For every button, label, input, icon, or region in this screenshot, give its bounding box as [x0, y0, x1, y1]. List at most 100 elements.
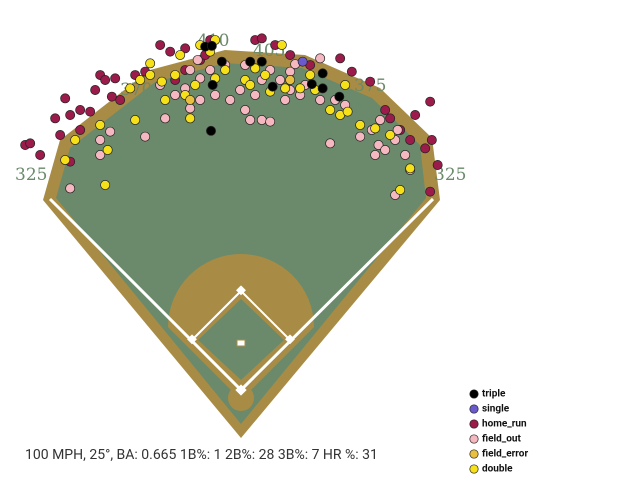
hit-point	[340, 80, 351, 90]
hit-point	[110, 73, 121, 84]
hit-point	[295, 83, 306, 94]
hit-point	[250, 63, 261, 74]
hit-point	[100, 75, 111, 85]
hit-point	[240, 105, 251, 115]
hit-point	[425, 186, 436, 197]
hit-point	[392, 125, 403, 135]
wall-label: 325	[434, 165, 466, 185]
hit-point	[315, 95, 326, 105]
hit-point	[267, 81, 278, 92]
hit-point	[105, 126, 116, 137]
hit-point	[260, 70, 271, 80]
hit-point	[140, 131, 151, 142]
hit-point	[355, 131, 366, 142]
hit-point	[100, 180, 111, 190]
hit-point	[306, 79, 317, 90]
foul-line	[48, 197, 243, 392]
hit-point	[325, 138, 336, 149]
hit-point	[426, 135, 437, 145]
hit-point	[405, 163, 416, 174]
home-circle	[228, 385, 254, 411]
hit-point	[185, 95, 196, 105]
hit-point	[280, 83, 291, 94]
field	[43, 50, 440, 438]
legend-marker	[469, 449, 479, 459]
hit-point	[90, 85, 101, 95]
hit-point	[432, 160, 443, 170]
hit-point	[334, 91, 345, 102]
hit-point	[206, 40, 217, 51]
hit-point	[50, 113, 61, 124]
base	[285, 334, 295, 345]
hit-point	[165, 46, 176, 57]
hit-point	[25, 138, 36, 149]
hit-point	[195, 73, 206, 84]
hit-point	[135, 75, 146, 85]
legend-label: field_out	[482, 434, 521, 445]
hit-point	[70, 135, 81, 145]
hit-point	[425, 96, 436, 107]
hit-point	[315, 53, 326, 64]
foul-line	[239, 197, 435, 392]
hit-point	[155, 40, 166, 50]
hit-point	[55, 130, 66, 140]
hit-point	[275, 75, 286, 85]
hit-point	[245, 80, 256, 90]
hit-point	[380, 145, 391, 155]
hit-point	[102, 145, 113, 155]
hit-point	[380, 105, 391, 115]
hit-point	[342, 106, 353, 117]
legend-marker	[469, 404, 479, 414]
hit-point	[346, 66, 357, 77]
hit-point	[335, 53, 346, 64]
hit-point	[75, 125, 86, 135]
hit-point	[216, 56, 227, 67]
hit-point	[125, 83, 136, 94]
hit-point	[180, 43, 191, 54]
hit-point	[276, 40, 287, 50]
points	[20, 33, 443, 200]
hit-point	[206, 125, 216, 136]
hit-point	[395, 185, 406, 195]
hit-point	[115, 95, 126, 105]
hit-point	[95, 120, 106, 130]
hit-point	[225, 95, 236, 105]
base	[236, 285, 246, 296]
hit-point	[35, 150, 46, 160]
hit-point	[245, 56, 256, 67]
hit-point	[245, 115, 256, 125]
hit-point	[256, 115, 267, 125]
wall-label: 325	[15, 165, 47, 185]
legend-label: double	[482, 464, 513, 475]
hit-point	[400, 150, 411, 160]
base-path	[240, 290, 291, 341]
hit-point	[365, 76, 376, 87]
hit-point	[185, 113, 196, 124]
legend-label: triple	[482, 389, 506, 400]
hit-point	[285, 75, 296, 85]
hit-point	[145, 58, 156, 69]
hit-point	[355, 120, 366, 130]
mound	[236, 339, 246, 347]
legend-marker	[469, 464, 479, 474]
hit-point	[205, 65, 216, 75]
hit-point	[145, 70, 156, 80]
hit-point	[185, 65, 196, 75]
hit-point	[305, 70, 316, 80]
hit-point	[235, 85, 246, 95]
hit-point	[256, 56, 267, 67]
hit-point	[175, 50, 186, 60]
hit-point	[373, 140, 384, 150]
hit-point	[256, 33, 267, 44]
hit-point	[210, 90, 221, 100]
hit-point	[160, 95, 171, 105]
hit-point	[95, 135, 106, 145]
hit-point	[95, 150, 106, 160]
hit-point	[265, 116, 276, 127]
hit-point	[250, 90, 261, 100]
hit-point	[297, 56, 308, 67]
hit-point	[405, 135, 416, 145]
hit-point	[106, 91, 117, 102]
hit-point	[375, 115, 386, 125]
